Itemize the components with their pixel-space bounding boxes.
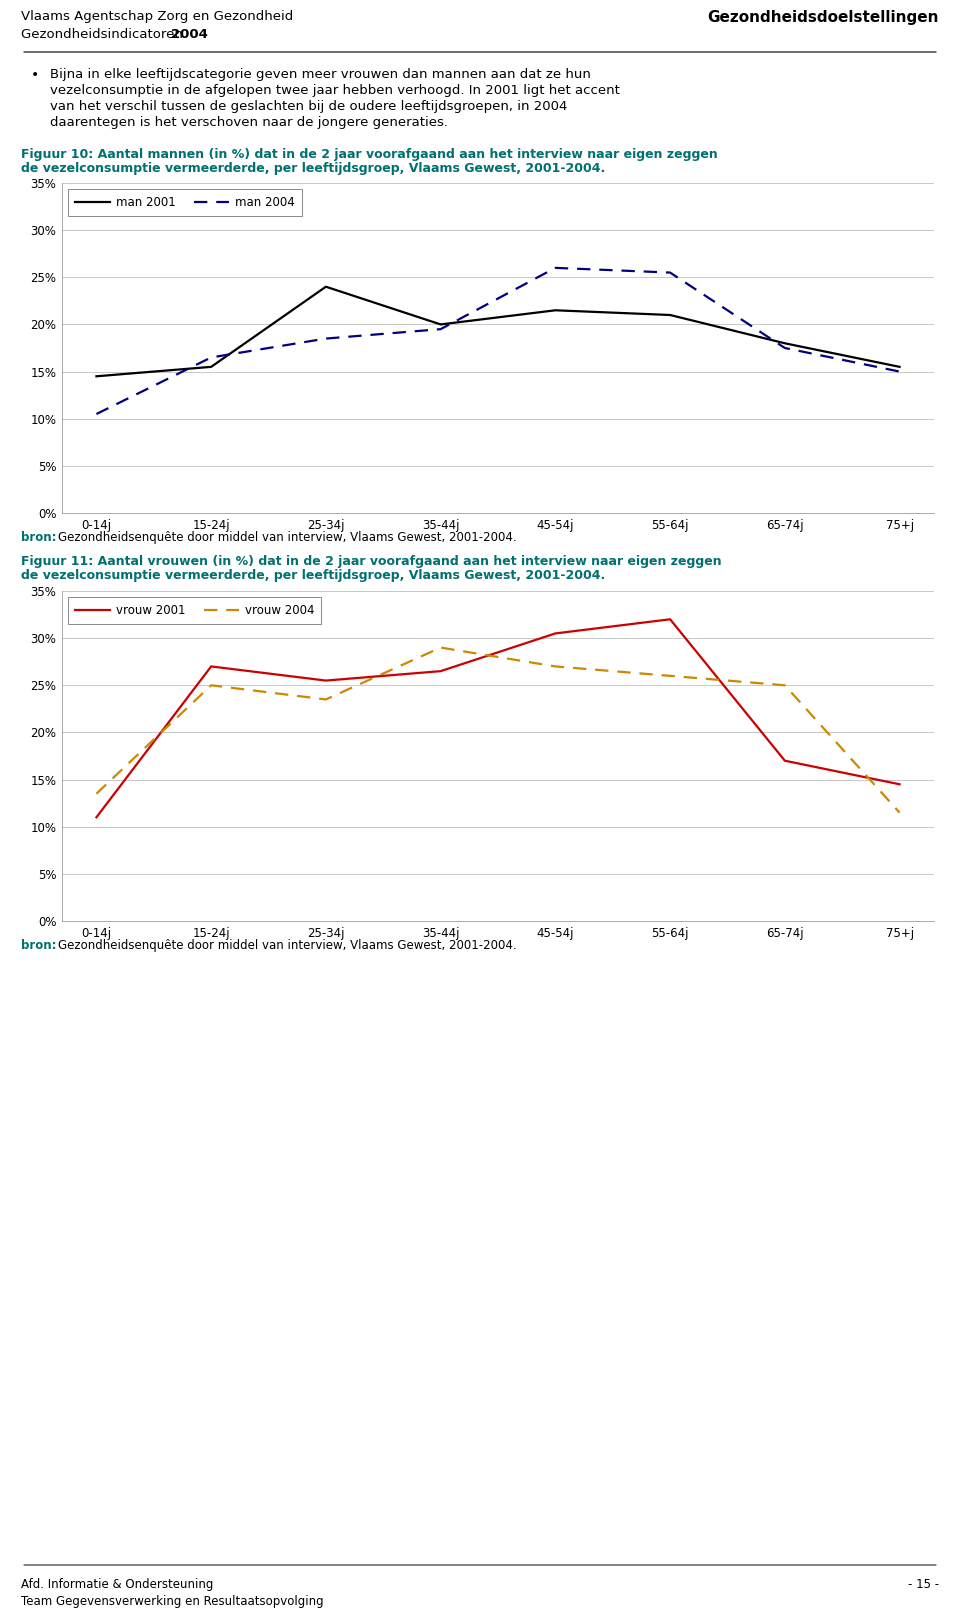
Text: Figuur 10: Aantal mannen (in %) dat in de 2 jaar voorafgaand aan het interview n: Figuur 10: Aantal mannen (in %) dat in d… — [21, 148, 718, 160]
Legend: vrouw 2001, vrouw 2004: vrouw 2001, vrouw 2004 — [68, 597, 322, 624]
Text: bron:: bron: — [21, 939, 57, 952]
Legend: man 2001, man 2004: man 2001, man 2004 — [68, 190, 301, 216]
Text: 2004: 2004 — [171, 28, 208, 41]
Text: - 15 -: - 15 - — [908, 1577, 939, 1590]
Text: Gezondheidsenquête door middel van interview, Vlaams Gewest, 2001-2004.: Gezondheidsenquête door middel van inter… — [58, 532, 516, 545]
Text: Gezondheidsdoelstellingen: Gezondheidsdoelstellingen — [708, 10, 939, 24]
Text: Afd. Informatie & Ondersteuning: Afd. Informatie & Ondersteuning — [21, 1577, 213, 1590]
Text: de vezelconsumptie vermeerderde, per leeftijdsgroep, Vlaams Gewest, 2001-2004.: de vezelconsumptie vermeerderde, per lee… — [21, 162, 606, 175]
Text: Bijna in elke leeftijdscategorie geven meer vrouwen dan mannen aan dat ze hun: Bijna in elke leeftijdscategorie geven m… — [50, 68, 590, 81]
Text: Gezondheidsenquête door middel van interview, Vlaams Gewest, 2001-2004.: Gezondheidsenquête door middel van inter… — [58, 939, 516, 952]
Text: Gezondheidsindicatoren: Gezondheidsindicatoren — [21, 28, 187, 41]
Text: van het verschil tussen de geslachten bij de oudere leeftijdsgroepen, in 2004: van het verschil tussen de geslachten bi… — [50, 101, 567, 113]
Text: vezelconsumptie in de afgelopen twee jaar hebben verhoogd. In 2001 ligt het acce: vezelconsumptie in de afgelopen twee jaa… — [50, 84, 620, 97]
Text: •: • — [31, 68, 39, 83]
Text: Vlaams Agentschap Zorg en Gezondheid: Vlaams Agentschap Zorg en Gezondheid — [21, 10, 294, 23]
Text: bron:: bron: — [21, 532, 57, 545]
Text: Team Gegevensverwerking en Resultaatsopvolging: Team Gegevensverwerking en Resultaatsopv… — [21, 1595, 324, 1608]
Text: Figuur 11: Aantal vrouwen (in %) dat in de 2 jaar voorafgaand aan het interview : Figuur 11: Aantal vrouwen (in %) dat in … — [21, 554, 722, 567]
Text: de vezelconsumptie vermeerderde, per leeftijdsgroep, Vlaams Gewest, 2001-2004.: de vezelconsumptie vermeerderde, per lee… — [21, 569, 606, 582]
Text: daarentegen is het verschoven naar de jongere generaties.: daarentegen is het verschoven naar de jo… — [50, 117, 448, 130]
